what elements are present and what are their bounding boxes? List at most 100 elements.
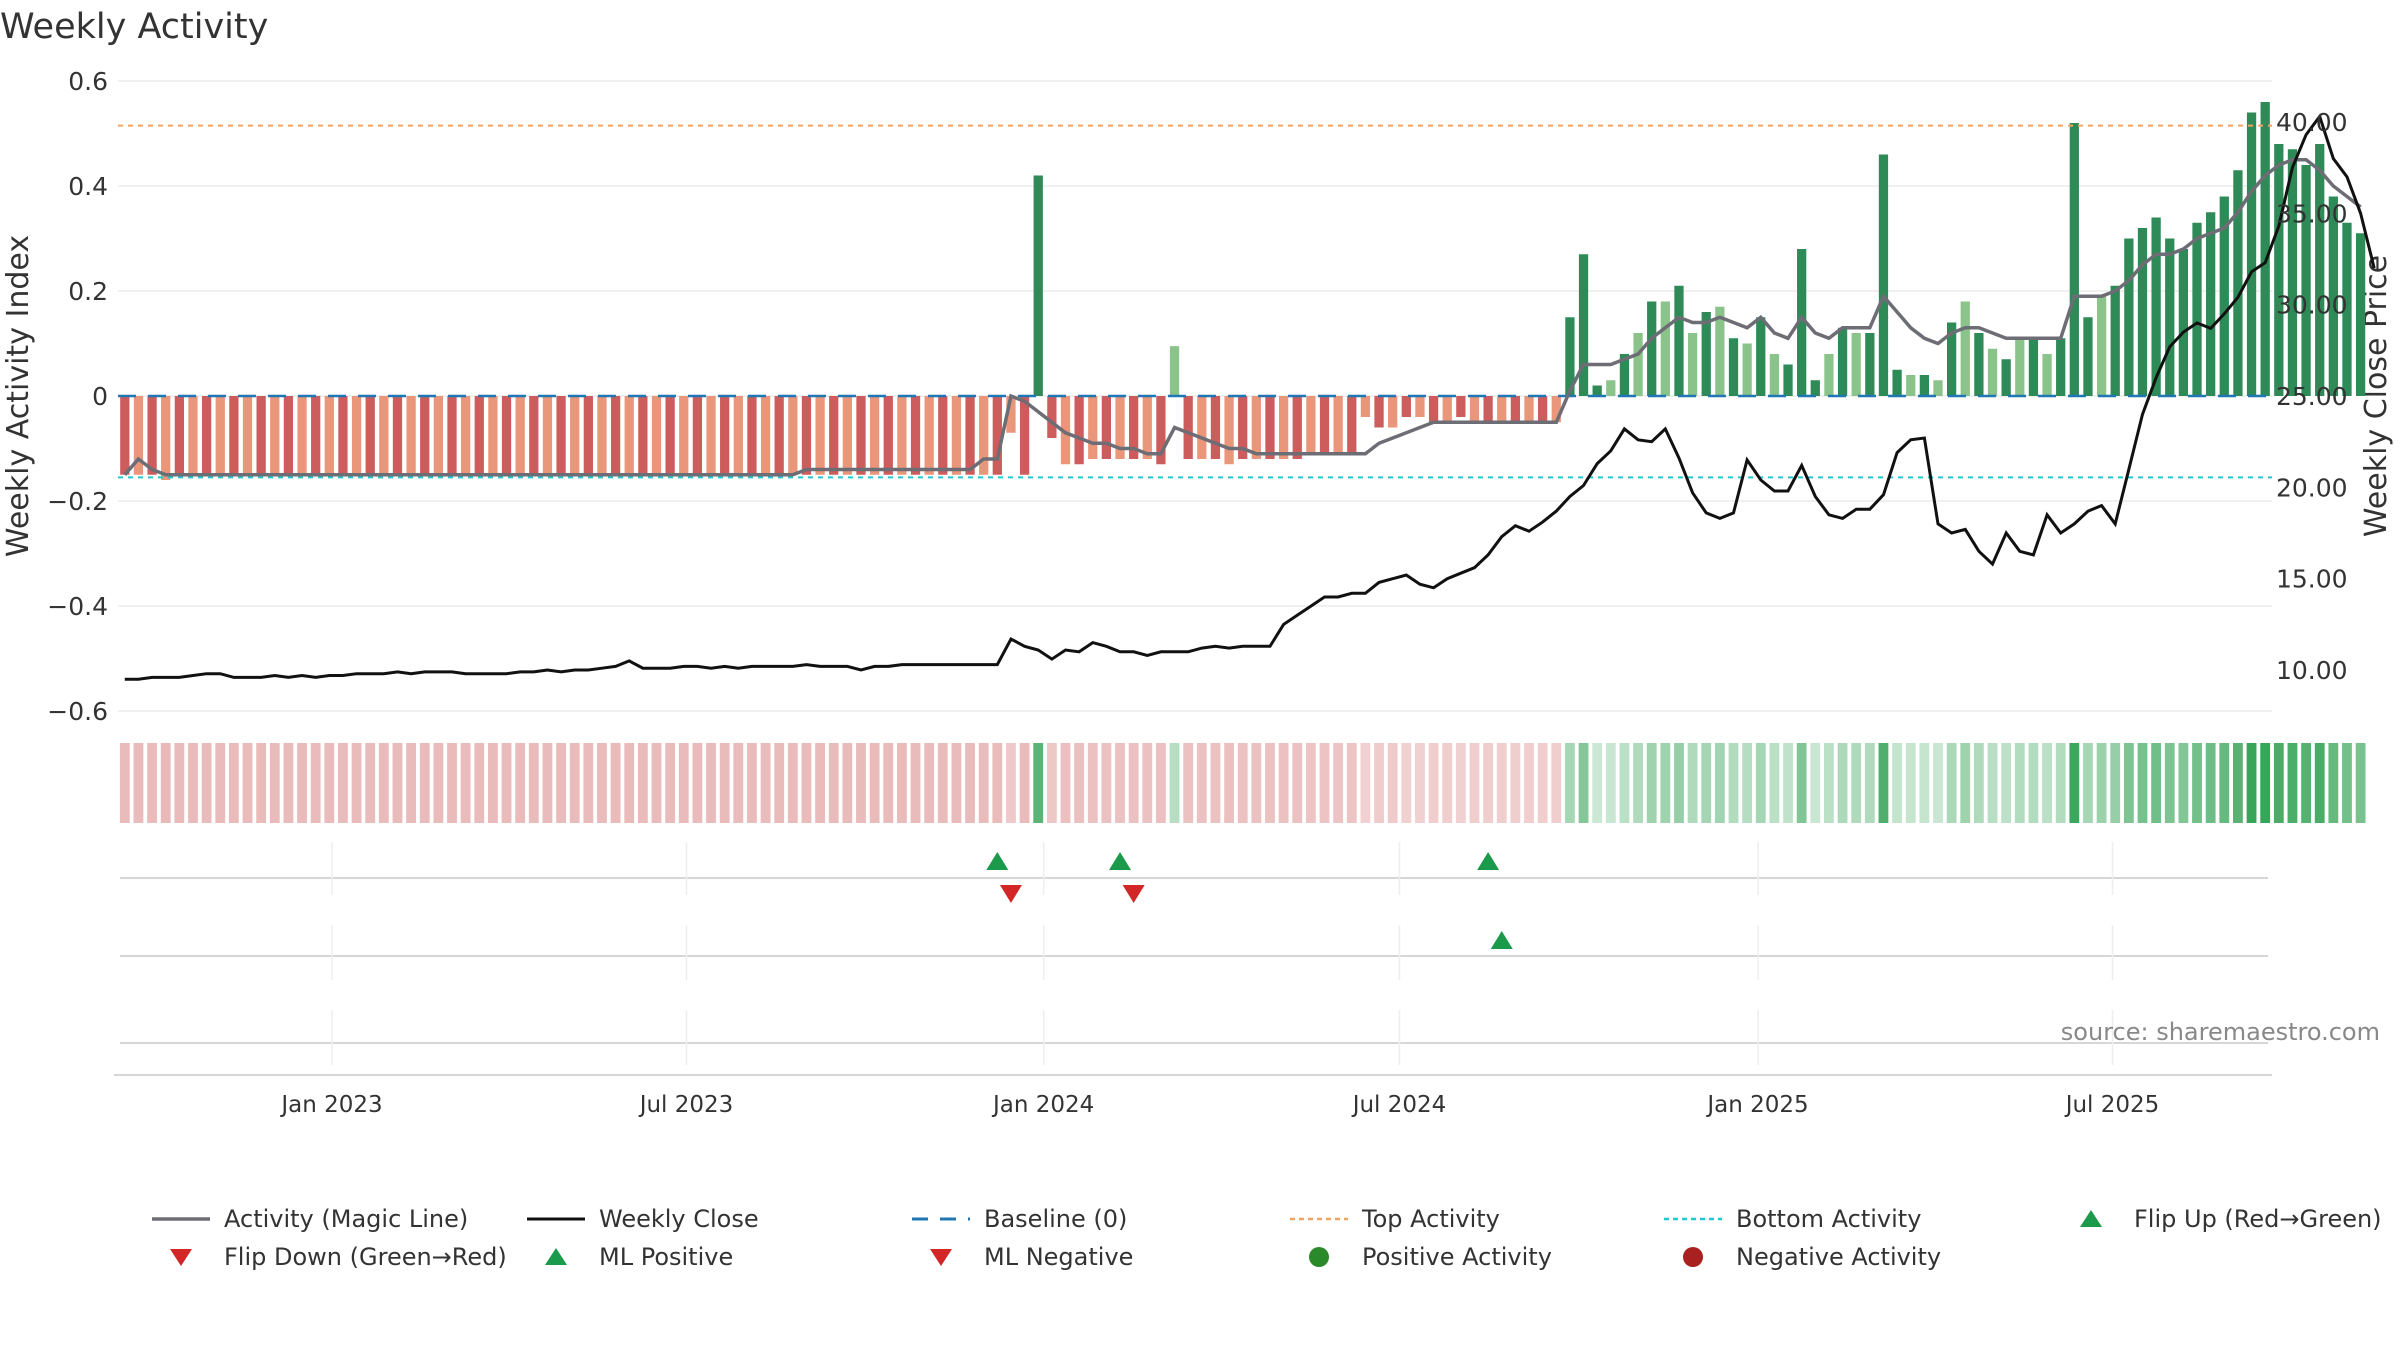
legend-symbol-icon	[525, 1245, 587, 1269]
heat-cell	[801, 743, 812, 823]
legend-item: Positive Activity	[1288, 1243, 1552, 1271]
heat-cell	[1769, 743, 1780, 823]
activity-bar	[2069, 123, 2079, 396]
activity-bar	[1047, 396, 1057, 438]
activity-bar	[1401, 396, 1411, 417]
left-tick-label: −0.6	[47, 697, 108, 726]
right-tick-label: 20.00	[2276, 473, 2348, 502]
activity-bar	[1428, 396, 1439, 423]
activity-bar	[1769, 354, 1780, 396]
heat-cell	[2273, 743, 2284, 823]
left-tick-label: −0.2	[47, 487, 108, 516]
heat-cell	[2042, 743, 2052, 823]
activity-bar	[897, 396, 907, 475]
heat-cell	[528, 743, 539, 823]
activity-bar	[2151, 217, 2161, 396]
legend-label: Flip Down (Green→Red)	[224, 1243, 507, 1271]
heat-cell	[542, 743, 553, 823]
heat-cell	[2301, 743, 2311, 823]
source-text: source: sharemaestro.com	[2061, 1018, 2380, 1046]
activity-bar	[1987, 348, 1998, 396]
activity-bar	[2028, 338, 2039, 396]
heat-cell	[160, 743, 171, 823]
x-tick-label: Jan 2024	[991, 1092, 1094, 1118]
heat-cell	[951, 743, 962, 823]
activity-bar	[1306, 396, 1316, 454]
heat-cell	[1428, 743, 1439, 823]
activity-bar	[2056, 338, 2066, 396]
activity-bar	[1728, 338, 1739, 396]
magic-line	[123, 158, 2362, 477]
activity-bar	[2165, 238, 2175, 396]
activity-bar	[1224, 396, 1234, 465]
heat-cell	[2164, 743, 2175, 823]
heat-cell	[2328, 743, 2339, 823]
legend-item: Bottom Activity	[1662, 1205, 1921, 1233]
activity-bar	[542, 396, 553, 475]
heat-cell	[133, 743, 144, 823]
flip-up-marker	[1477, 852, 1500, 870]
activity-bar	[801, 396, 812, 475]
activity-bar	[161, 396, 171, 480]
activity-bar	[1865, 333, 1875, 396]
activity-bar	[1906, 375, 1916, 396]
activity-bar	[651, 396, 662, 475]
activity-bar	[1006, 396, 1016, 433]
heat-cell	[2110, 743, 2121, 823]
activity-bar	[1129, 396, 1139, 459]
activity-bar	[1674, 285, 1684, 396]
heat-cell	[324, 743, 335, 823]
heat-cell	[1169, 743, 1180, 823]
activity-bar	[1510, 396, 1521, 423]
legend-label: Bottom Activity	[1736, 1205, 1922, 1233]
heat-cell	[569, 743, 580, 823]
heat-cell	[1251, 743, 1262, 823]
heat-cell	[433, 743, 444, 823]
activity-bar	[1551, 396, 1561, 423]
activity-bar	[720, 396, 730, 475]
activity-bar	[1278, 396, 1289, 459]
activity-bar	[842, 396, 852, 475]
x-tick-label: Jan 2025	[1705, 1092, 1808, 1118]
heat-cell	[1224, 743, 1234, 823]
heat-cell	[787, 743, 798, 823]
heat-cell	[2178, 743, 2189, 823]
y-ticks: 0.6 0.4 0.2 0 −0.2 −0.4 −0.6 40.00 35.00 30.00 25.…	[47, 67, 2347, 726]
legend-item: Negative Activity	[1662, 1243, 1941, 1271]
ml-positive-marker	[1490, 931, 1513, 949]
activity-bar	[883, 396, 893, 475]
activity-bar	[1415, 396, 1425, 417]
activity-bar	[2246, 112, 2257, 396]
heat-cell	[1483, 743, 1494, 823]
heat-cell	[2014, 743, 2025, 823]
activity-bar	[365, 396, 375, 475]
heat-cell	[2287, 743, 2298, 823]
legend-symbol-icon	[525, 1207, 587, 1231]
x-tick-label: Jul 2025	[2064, 1092, 2160, 1118]
heat-cell	[1701, 743, 1712, 823]
flip-down-marker	[1122, 885, 1145, 903]
heat-cell	[215, 743, 226, 823]
activity-bar	[2192, 222, 2202, 396]
heat-cell	[2055, 743, 2066, 823]
activity-bar	[1456, 396, 1466, 417]
heat-cell	[1905, 743, 1916, 823]
legend-label: Baseline (0)	[984, 1205, 1128, 1233]
heat-cell	[1128, 743, 1139, 823]
heat-cell	[1892, 743, 1903, 823]
activity-bar	[1919, 375, 1929, 396]
heat-cell	[1046, 743, 1057, 823]
activity-bar	[2355, 233, 2366, 396]
activity-bar	[1374, 396, 1384, 428]
series-lines	[123, 113, 2376, 681]
legend-item: Baseline (0)	[910, 1205, 1127, 1233]
activity-bar	[924, 396, 934, 475]
activity-bar	[1619, 354, 1630, 396]
legend-label: Flip Up (Red→Green)	[2134, 1205, 2382, 1233]
activity-bar	[2178, 249, 2189, 396]
heat-cell	[910, 743, 921, 823]
heat-cell	[1660, 743, 1671, 823]
heat-cell	[474, 743, 485, 823]
right-tick-label: 15.00	[2276, 565, 2348, 594]
heat-cell	[1442, 743, 1453, 823]
